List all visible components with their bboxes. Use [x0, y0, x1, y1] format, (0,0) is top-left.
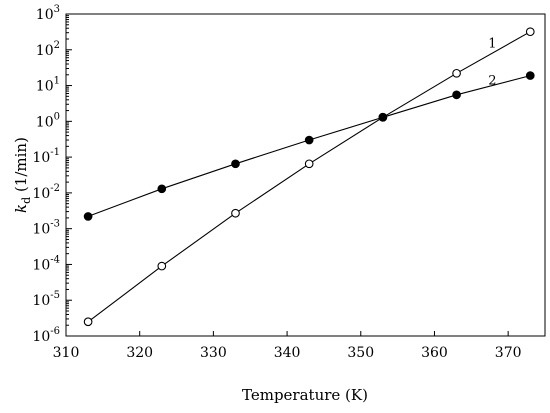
series-labels: 12 — [488, 37, 496, 89]
x-tick-label: 360 — [421, 345, 448, 361]
series-2-point — [157, 184, 167, 194]
x-axis-title: Temperature (K) — [242, 386, 368, 404]
series-2-point — [378, 112, 388, 122]
y-tick-label: 10-3 — [32, 219, 60, 238]
y-tick-label: 100 — [36, 111, 60, 130]
x-tick-label: 340 — [274, 345, 301, 361]
y-tick-label: 10-5 — [32, 290, 60, 309]
series-1-point — [304, 159, 314, 169]
y-axis-title-symbol: k — [12, 204, 30, 213]
x-tick-label: 370 — [495, 345, 522, 361]
series-1-point — [525, 27, 535, 37]
x-tick-label: 310 — [53, 345, 80, 361]
y-axis-title-subscript: d — [20, 197, 33, 204]
x-tick-label: 320 — [126, 345, 153, 361]
series-2-label: 2 — [488, 74, 496, 89]
series-1-point — [231, 208, 240, 218]
y-tick-label: 101 — [36, 76, 60, 95]
series-1-point — [83, 317, 93, 327]
series-2-point — [83, 212, 93, 221]
y-tick-label: 10-6 — [32, 326, 60, 345]
series-1-line — [87, 31, 531, 323]
series-2-point — [231, 159, 240, 169]
x-tick-label: 350 — [347, 345, 374, 361]
y-tick-label: 10-4 — [32, 254, 60, 273]
series-2-point — [525, 71, 535, 80]
y-tick-label: 10-1 — [32, 147, 60, 166]
series-1-point — [452, 68, 461, 78]
series-points — [83, 27, 535, 327]
y-tick-label: 103 — [36, 4, 60, 23]
series-1-point — [157, 261, 167, 271]
series-2-point — [452, 90, 461, 100]
y-tick-label: 102 — [36, 40, 60, 59]
y-axis-title-unit: (1/min) — [12, 137, 30, 197]
y-axis-title: kd (1/min) — [12, 137, 33, 213]
series-2-point — [304, 135, 314, 145]
y-axis-ticks: 10-6 10-5 10-4 10-3 10-2 10-1 100 101 102 103 — [32, 4, 72, 345]
series-lines — [87, 31, 531, 323]
x-axis-ticks: 310 320 330 340 350 360 370 — [53, 331, 522, 361]
plot-frame — [65, 13, 546, 337]
x-tick-label: 330 — [200, 345, 227, 361]
series-1-label: 1 — [488, 37, 496, 52]
series-2-line — [87, 75, 531, 217]
y-tick-label: 10-2 — [32, 183, 60, 202]
